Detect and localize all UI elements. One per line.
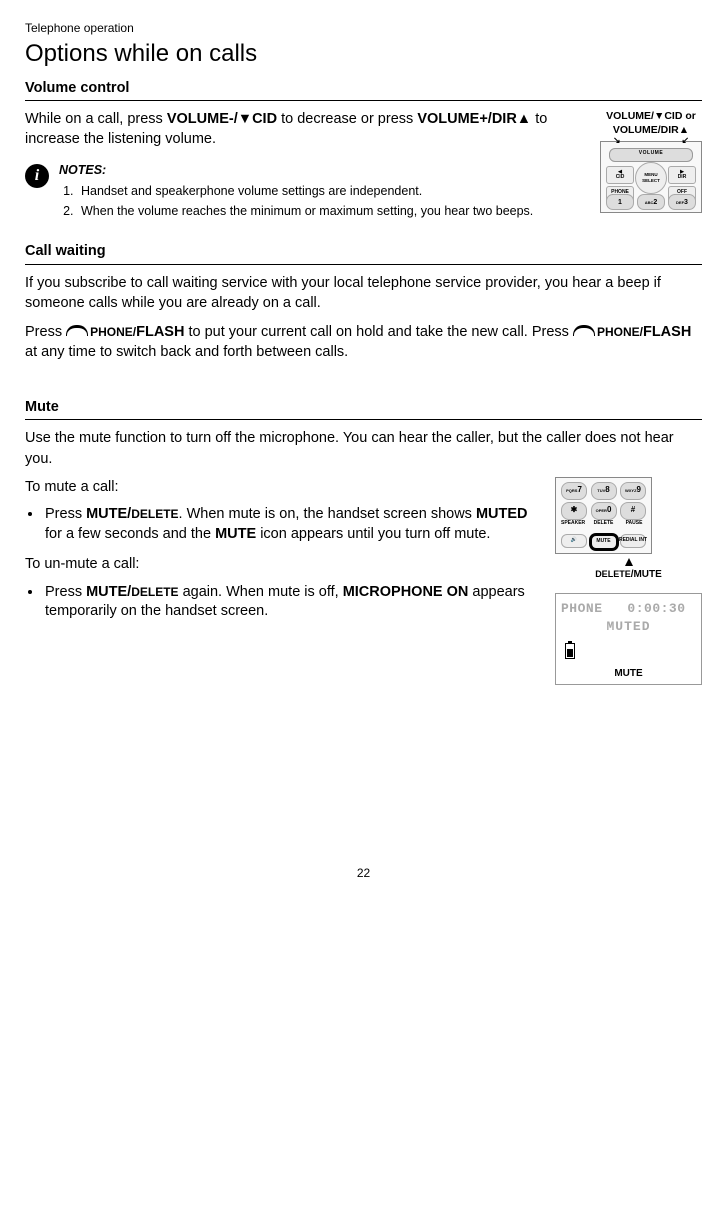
divider <box>25 100 702 101</box>
mute-p1: Use the mute function to turn off the mi… <box>25 428 702 469</box>
key-2: ABC2 <box>637 194 665 210</box>
info-icon: i <box>25 164 49 188</box>
key-8: TUV8 <box>591 482 617 500</box>
call-waiting-p2: Press PHONE/FLASH to put your current ca… <box>25 322 702 363</box>
note-2: When the volume reaches the minimum or m… <box>77 203 533 220</box>
call-waiting-heading: Call waiting <box>25 242 702 262</box>
lcd-screen: PHONE 0:00:30 MUTED MUTE <box>555 593 702 685</box>
pointer-arrow-icon <box>625 558 633 566</box>
handset-icon <box>66 325 88 336</box>
battery-icon <box>565 643 575 659</box>
volume-key-illustration: VOLUME/▼CID or VOLUME/DIR▲ ↘ ↙ ◀CID ▶DIR… <box>600 109 702 213</box>
lcd-line1: PHONE 0:00:30 <box>561 600 696 618</box>
volume-control-heading: Volume control <box>25 79 702 99</box>
call-waiting-p1: If you subscribe to call waiting service… <box>25 273 702 314</box>
notes-block: i NOTES: Handset and speakerphone volume… <box>25 162 590 225</box>
redial-key: REDIAL INT <box>620 534 646 548</box>
speaker-key: 🔊 <box>561 534 587 548</box>
divider <box>25 264 702 265</box>
dir-key: ▶DIR <box>668 166 696 184</box>
divider <box>25 419 702 420</box>
mute-key: MUTE <box>590 534 618 550</box>
key-7: PQRS7 <box>561 482 587 500</box>
mute-key-illustration: PQRS7 TUV8 WXYZ9 ✱ OPER0 # SPEAKER DELET… <box>555 477 702 686</box>
lcd-mute-label: MUTE <box>561 667 696 681</box>
section-label: Telephone operation <box>25 20 702 36</box>
handset-icon <box>573 325 595 336</box>
key-0: OPER0 <box>591 502 617 520</box>
cid-key: ◀CID <box>606 166 634 184</box>
lcd-line2: MUTED <box>561 618 696 636</box>
key-3: DEF3 <box>668 194 696 210</box>
mute-heading: Mute <box>25 398 702 418</box>
delete-mute-label: DELETE/MUTE <box>555 568 702 582</box>
key-star: ✱ <box>561 502 587 520</box>
keypad-mid-diagram: PQRS7 TUV8 WXYZ9 ✱ OPER0 # SPEAKER DELET… <box>555 477 652 554</box>
note-1: Handset and speakerphone volume settings… <box>77 183 533 200</box>
key-9: WXYZ9 <box>620 482 646 500</box>
page-title: Options while on calls <box>25 38 702 70</box>
keypad-top-diagram: ↘ ↙ ◀CID ▶DIR MENU SELECT PHONEFLASH OFF… <box>600 141 702 213</box>
key-hash: # <box>620 502 646 520</box>
page-number: 22 <box>25 865 702 881</box>
notes-label: NOTES: <box>59 162 533 179</box>
volume-label-line1: VOLUME/▼CID or <box>600 109 702 123</box>
key-1: 1 <box>606 194 634 210</box>
